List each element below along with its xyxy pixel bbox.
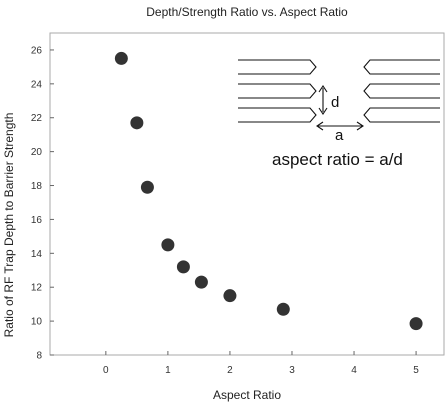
- data-point: [176, 260, 190, 274]
- data-point: [223, 289, 237, 303]
- data-point: [130, 116, 144, 130]
- y-tick-label: 16: [31, 215, 43, 226]
- y-axis-ticks: 8 10 12 14 16 18 20 22 24 26: [31, 45, 54, 362]
- data-point: [409, 317, 423, 331]
- y-tick-label: 14: [31, 249, 43, 260]
- aspect-ratio-formula: aspect ratio = a/d: [272, 150, 403, 169]
- data-point: [276, 302, 290, 316]
- x-tick-label: 1: [165, 365, 171, 376]
- y-tick-label: 26: [31, 45, 43, 56]
- d-label: d: [331, 94, 339, 111]
- x-tick-label: 2: [227, 365, 233, 376]
- x-tick-label: 3: [289, 365, 295, 376]
- x-tick-label: 4: [351, 365, 357, 376]
- y-tick-label: 24: [31, 79, 43, 90]
- data-point: [114, 51, 128, 65]
- aspect-ratio-diagram: d a aspect ratio = a/d: [238, 59, 440, 169]
- a-label: a: [335, 127, 344, 144]
- y-tick-label: 22: [31, 113, 43, 124]
- x-tick-label: 5: [413, 365, 419, 376]
- x-tick-label: 0: [103, 365, 109, 376]
- y-axis-label: Ratio of RF Trap Depth to Barrier Streng…: [2, 113, 16, 338]
- data-points: [114, 51, 423, 331]
- x-axis-ticks: 0 1 2 3 4 5: [103, 351, 419, 376]
- y-tick-label: 8: [36, 351, 42, 362]
- y-tick-label: 12: [31, 283, 43, 294]
- y-tick-label: 10: [31, 317, 43, 328]
- chart-title: Depth/Strength Ratio vs. Aspect Ratio: [146, 5, 348, 19]
- left-electrode-fingers: [238, 59, 317, 123]
- y-tick-label: 18: [31, 181, 43, 192]
- x-axis-label: Aspect Ratio: [213, 388, 281, 402]
- a-arrow: [316, 121, 364, 131]
- d-arrow: [318, 85, 328, 115]
- plot-frame: [49, 32, 445, 356]
- data-point: [161, 238, 175, 252]
- data-point: [140, 180, 154, 194]
- y-tick-label: 20: [31, 147, 43, 158]
- data-point: [194, 275, 208, 289]
- right-electrode-fingers: [363, 59, 440, 123]
